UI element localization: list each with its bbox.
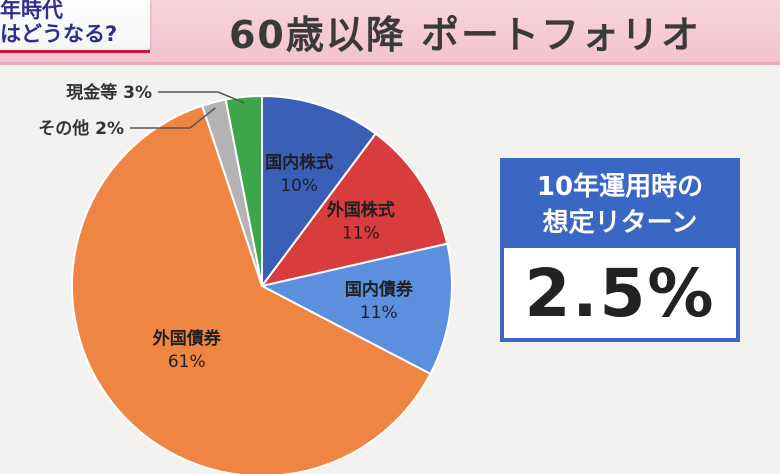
pie-callout-label: 現金等 3% [66, 82, 152, 103]
program-corner-caption: 年時代 はどうなる? [0, 0, 150, 53]
corner-caption-line1: 年時代 [0, 0, 63, 22]
pie-slice-label: 外国株式 [327, 200, 395, 221]
pie-slice-label: 外国債券 [153, 328, 222, 349]
page-title: 60歳以降 ポートフォリオ [228, 12, 702, 57]
pie-slice-value-label: 11% [360, 303, 398, 323]
expected-return-heading-line2: 想定リターン [542, 208, 698, 238]
pie-slice-2 [259, 132, 449, 288]
pie-slice-4 [71, 104, 432, 474]
pie-slice-value-label: 11% [342, 224, 380, 244]
pie-slice-1 [261, 94, 378, 290]
pie-slice-value-label: 10% [280, 176, 318, 196]
pie-slice-3 [259, 242, 453, 376]
expected-return-box: 10年運用時の 想定リターン 2.5% [500, 158, 740, 342]
expected-return-heading: 10年運用時の 想定リターン [504, 162, 736, 248]
pie-slice-6 [224, 94, 263, 287]
corner-caption-line2: はどうなる? [0, 22, 118, 46]
expected-return-heading-line1: 10年運用時の [536, 172, 704, 202]
pie-slice-label: 国内債券 [345, 279, 414, 300]
pie-callout-line [158, 91, 245, 104]
pie-slice-value-label: 61% [168, 352, 206, 372]
pie-slice-label: 国内株式 [265, 152, 333, 173]
pie-callout-label: その他 2% [38, 118, 124, 139]
expected-return-value: 2.5% [524, 254, 716, 332]
corner-accent-bar [0, 50, 150, 53]
pie-callout-line [130, 107, 216, 129]
